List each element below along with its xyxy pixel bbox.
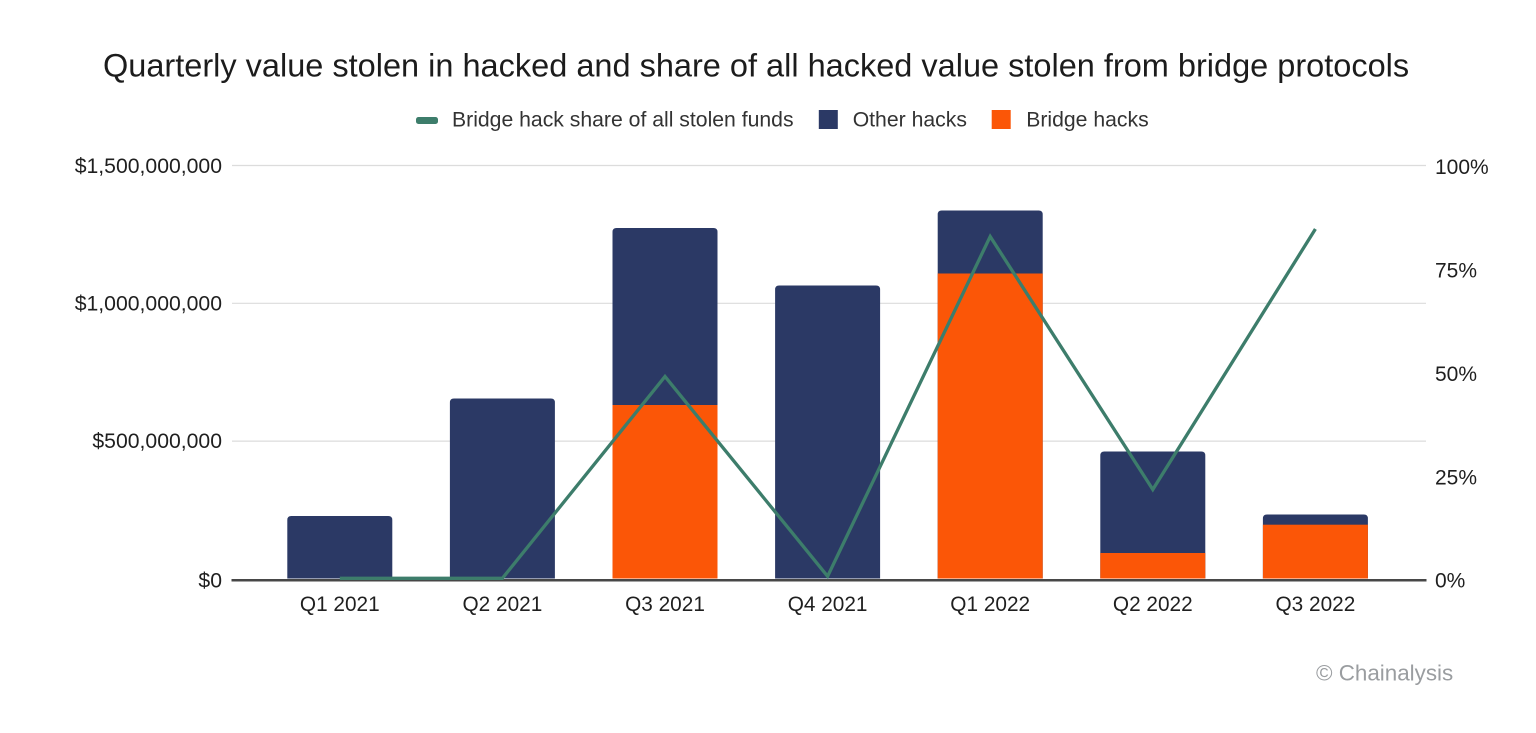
svg-text:Q2 2021: Q2 2021 (463, 593, 543, 616)
svg-text:75%: 75% (1435, 260, 1477, 283)
svg-text:$0: $0 (198, 569, 222, 592)
svg-text:Q3 2022: Q3 2022 (1276, 593, 1356, 616)
svg-text:$1,000,000,000: $1,000,000,000 (75, 292, 222, 315)
svg-text:$1,500,000,000: $1,500,000,000 (75, 155, 222, 178)
svg-text:25%: 25% (1435, 466, 1477, 489)
svg-text:© Chainalysis: © Chainalysis (1316, 661, 1453, 686)
svg-text:Q3 2021: Q3 2021 (625, 593, 705, 616)
svg-text:50%: 50% (1435, 363, 1477, 386)
svg-text:Q1 2022: Q1 2022 (950, 593, 1030, 616)
svg-text:100%: 100% (1435, 156, 1489, 179)
svg-text:Q1 2021: Q1 2021 (300, 593, 380, 616)
svg-text:0%: 0% (1435, 570, 1465, 593)
svg-text:Quarterly value stolen in hack: Quarterly value stolen in hacked and sha… (103, 48, 1409, 84)
svg-text:$500,000,000: $500,000,000 (92, 430, 222, 453)
svg-text:Q4 2021: Q4 2021 (788, 593, 868, 616)
svg-text:Other hacks: Other hacks (853, 109, 967, 132)
svg-text:Bridge hacks: Bridge hacks (1026, 109, 1148, 132)
svg-text:Bridge hack share of all stole: Bridge hack share of all stolen funds (452, 109, 794, 132)
svg-text:Q2 2022: Q2 2022 (1113, 593, 1193, 616)
